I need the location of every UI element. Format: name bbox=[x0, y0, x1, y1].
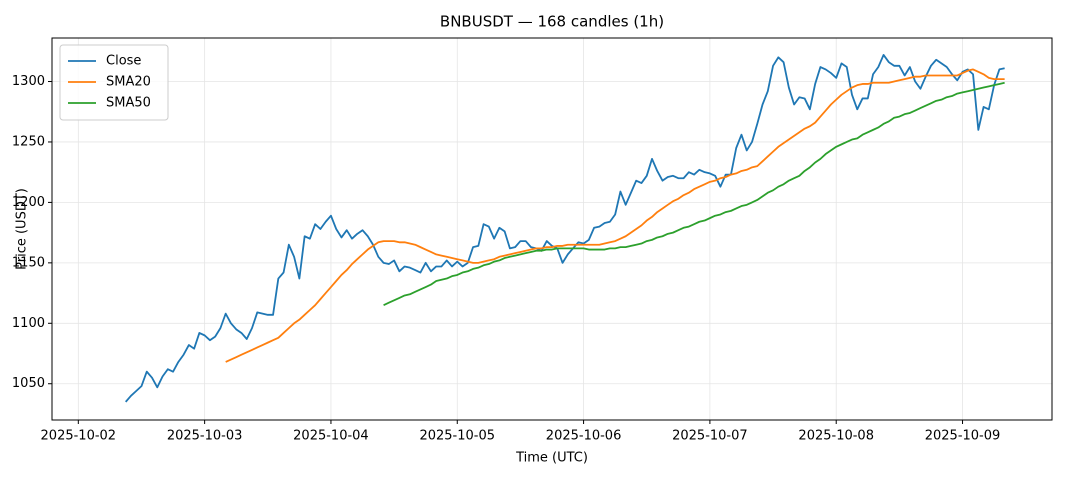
x-tick-label: 2025-10-08 bbox=[798, 429, 874, 444]
y-tick-label: 1100 bbox=[12, 316, 45, 331]
chart-title: BNBUSDT — 168 candles (1h) bbox=[440, 13, 664, 31]
x-axis-label: Time (UTC) bbox=[515, 451, 588, 466]
x-tick-label: 2025-10-04 bbox=[293, 429, 369, 444]
y-axis-label: Price (USDT) bbox=[15, 188, 30, 270]
x-tick-label: 2025-10-03 bbox=[167, 429, 243, 444]
legend-label: Close bbox=[106, 54, 141, 69]
x-tick-label: 2025-10-02 bbox=[41, 429, 117, 444]
series-line bbox=[225, 68, 1005, 363]
y-tick-label: 1300 bbox=[12, 74, 45, 89]
plot-area bbox=[125, 54, 1005, 403]
x-tick-label: 2025-10-07 bbox=[672, 429, 748, 444]
x-tick-label: 2025-10-06 bbox=[546, 429, 622, 444]
y-tick-label: 1050 bbox=[12, 376, 45, 391]
grid bbox=[52, 38, 1052, 420]
axes-frame bbox=[51, 37, 1053, 421]
y-tick-label: 1250 bbox=[12, 134, 45, 149]
legend-label: SMA50 bbox=[106, 96, 151, 111]
series-line bbox=[383, 81, 1005, 306]
x-tick-label: 2025-10-09 bbox=[925, 429, 1001, 444]
y-tick-label: 1150 bbox=[12, 255, 45, 270]
series-line bbox=[125, 54, 1005, 403]
legend: Close SMA20 SMA50 bbox=[59, 44, 169, 121]
legend-label: SMA20 bbox=[106, 75, 151, 90]
legend-box bbox=[59, 44, 169, 121]
y-tick-label: 1200 bbox=[12, 195, 45, 210]
x-tick-label: 2025-10-05 bbox=[419, 429, 495, 444]
